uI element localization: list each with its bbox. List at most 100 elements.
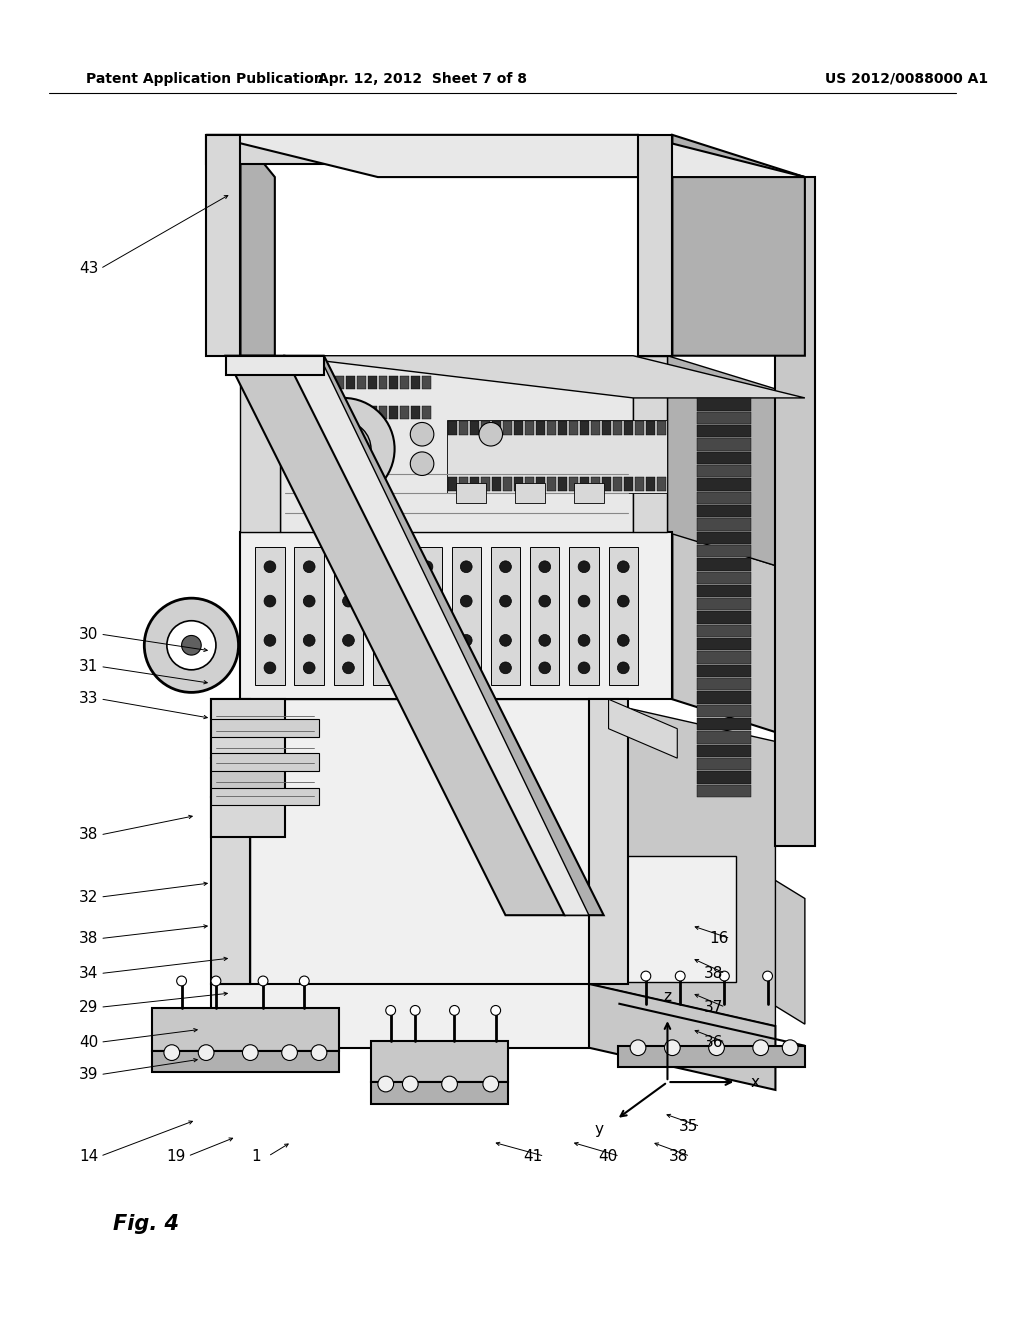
Circle shape (630, 1040, 646, 1056)
Text: 16: 16 (709, 931, 728, 946)
Circle shape (411, 422, 434, 446)
Circle shape (343, 635, 354, 647)
Circle shape (411, 1006, 420, 1015)
Circle shape (461, 635, 472, 647)
Polygon shape (411, 405, 420, 418)
Polygon shape (211, 719, 319, 737)
Circle shape (258, 975, 268, 986)
Polygon shape (285, 355, 604, 915)
Polygon shape (292, 405, 300, 418)
Circle shape (243, 1044, 258, 1060)
Polygon shape (379, 376, 387, 389)
Circle shape (579, 635, 590, 647)
Polygon shape (211, 797, 285, 837)
Circle shape (382, 561, 393, 573)
Polygon shape (625, 421, 634, 436)
Polygon shape (697, 519, 751, 531)
Polygon shape (697, 718, 751, 730)
Text: 37: 37 (703, 999, 723, 1015)
Polygon shape (569, 478, 579, 491)
Circle shape (264, 661, 275, 673)
Polygon shape (457, 483, 485, 503)
Polygon shape (697, 705, 751, 717)
Circle shape (299, 975, 309, 986)
Circle shape (411, 451, 434, 475)
Polygon shape (206, 135, 805, 177)
Polygon shape (211, 788, 319, 805)
Polygon shape (697, 598, 751, 610)
Circle shape (483, 1076, 499, 1092)
Polygon shape (211, 754, 319, 771)
Polygon shape (697, 652, 751, 664)
Circle shape (177, 975, 186, 986)
Circle shape (316, 421, 371, 477)
Circle shape (303, 635, 315, 647)
Circle shape (264, 635, 275, 647)
Polygon shape (602, 421, 611, 436)
Polygon shape (673, 135, 805, 355)
Circle shape (763, 972, 772, 981)
Circle shape (382, 635, 393, 647)
Polygon shape (503, 421, 512, 436)
Polygon shape (657, 478, 667, 491)
Polygon shape (480, 478, 489, 491)
Polygon shape (356, 405, 366, 418)
Circle shape (617, 661, 629, 673)
Polygon shape (480, 421, 489, 436)
Circle shape (617, 561, 629, 573)
Polygon shape (334, 546, 364, 685)
Polygon shape (206, 135, 241, 355)
Polygon shape (422, 405, 431, 418)
Polygon shape (470, 421, 479, 436)
Polygon shape (346, 376, 355, 389)
Polygon shape (371, 1082, 509, 1104)
Circle shape (539, 661, 551, 673)
Polygon shape (280, 355, 633, 532)
Polygon shape (635, 478, 644, 491)
Circle shape (382, 595, 393, 607)
Circle shape (490, 1006, 501, 1015)
Polygon shape (250, 700, 589, 983)
Polygon shape (536, 421, 545, 436)
Circle shape (579, 595, 590, 607)
Polygon shape (697, 638, 751, 651)
Circle shape (144, 598, 239, 693)
Polygon shape (697, 758, 751, 771)
Circle shape (303, 661, 315, 673)
Polygon shape (525, 421, 534, 436)
Polygon shape (697, 545, 751, 557)
Polygon shape (492, 478, 501, 491)
Polygon shape (211, 700, 250, 983)
Circle shape (164, 1044, 179, 1060)
Polygon shape (697, 771, 751, 784)
Polygon shape (697, 506, 751, 517)
Circle shape (617, 635, 629, 647)
Polygon shape (211, 983, 589, 1048)
Polygon shape (371, 1041, 509, 1082)
Polygon shape (368, 376, 377, 389)
Polygon shape (335, 405, 344, 418)
Polygon shape (536, 478, 545, 491)
Polygon shape (657, 421, 667, 436)
Polygon shape (373, 546, 402, 685)
Polygon shape (400, 405, 410, 418)
Circle shape (441, 1076, 458, 1092)
Polygon shape (618, 1045, 805, 1068)
Circle shape (421, 661, 433, 673)
Circle shape (500, 661, 511, 673)
Text: Patent Application Publication: Patent Application Publication (86, 71, 325, 86)
Polygon shape (569, 546, 599, 685)
Polygon shape (452, 546, 481, 685)
Circle shape (293, 397, 394, 500)
Polygon shape (569, 421, 579, 436)
Circle shape (421, 561, 433, 573)
Circle shape (479, 422, 503, 446)
Polygon shape (368, 405, 377, 418)
Circle shape (665, 1040, 680, 1056)
Text: US 2012/0088000 A1: US 2012/0088000 A1 (824, 71, 987, 86)
Polygon shape (608, 546, 638, 685)
Circle shape (386, 1006, 395, 1015)
Polygon shape (470, 478, 479, 491)
Circle shape (334, 440, 353, 459)
Polygon shape (697, 624, 751, 638)
